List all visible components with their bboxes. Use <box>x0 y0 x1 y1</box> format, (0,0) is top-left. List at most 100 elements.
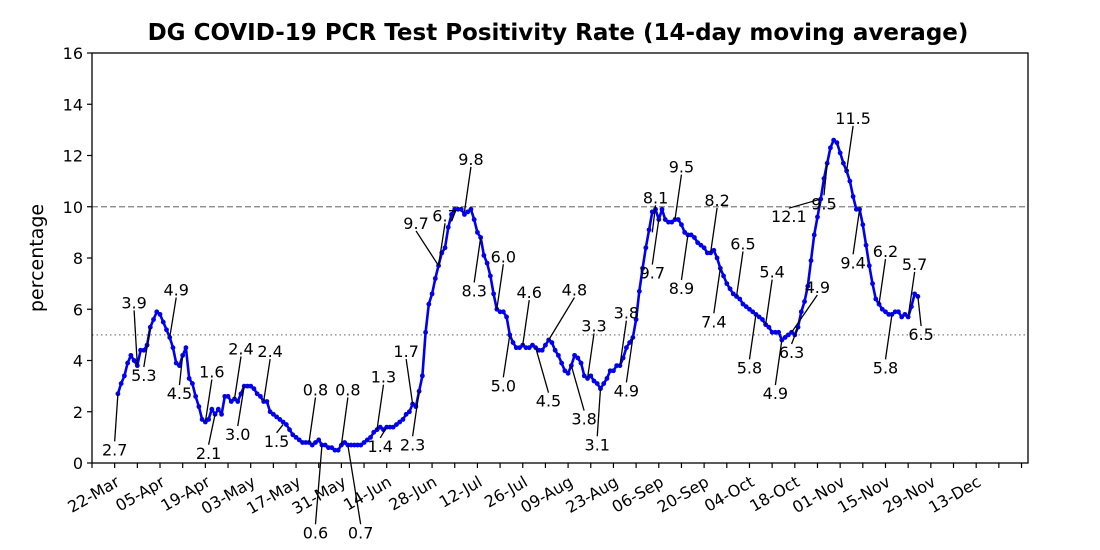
data-point <box>675 217 681 222</box>
annotation-leader-line <box>548 297 575 341</box>
data-point <box>361 440 367 445</box>
y-tick-label: 0 <box>73 454 83 473</box>
annotation-leader-line <box>619 320 628 366</box>
annotation-leader-line <box>765 279 773 325</box>
data-point <box>633 317 639 322</box>
data-point <box>575 355 581 361</box>
data-point <box>896 309 901 315</box>
annotation-leader-line <box>233 356 242 400</box>
annotation-label: 9.4 <box>840 253 865 272</box>
annotation-label: 4.8 <box>562 281 587 300</box>
data-point <box>776 329 782 335</box>
annotation-label: 2.1 <box>196 444 221 463</box>
data-point <box>173 360 179 366</box>
annotation-layer: 2.7 3.9 5.3 4.9 4.5 1.6 2.1 2.4 3.0 2.4 1.5 0.8 0.6 0… <box>102 109 934 542</box>
y-tick-label: 8 <box>73 249 83 268</box>
data-point <box>530 342 535 348</box>
data-point <box>287 427 292 433</box>
data-point <box>125 360 131 366</box>
data-point <box>283 422 289 427</box>
annotation-label: 8.3 <box>461 282 486 301</box>
data-point <box>475 229 480 235</box>
x-axis: 22-Mar05-Apr19-Apr03-May17-May31-May14-J… <box>64 463 1023 518</box>
annotation-label: 7.4 <box>701 312 726 331</box>
annotation-label: 8.2 <box>704 191 729 210</box>
data-point <box>206 417 211 422</box>
data-point <box>426 301 432 307</box>
data-point <box>692 235 697 240</box>
data-point <box>481 253 487 258</box>
annotation-label: 4.5 <box>167 384 192 403</box>
data-point <box>406 409 412 415</box>
data-point <box>403 411 409 417</box>
data-point <box>342 440 348 445</box>
data-point <box>611 368 616 374</box>
y-tick-label: 14 <box>63 95 83 114</box>
data-point <box>711 247 717 253</box>
annotation-label: 1.4 <box>368 437 393 456</box>
data-point <box>215 406 221 412</box>
data-point <box>186 376 192 381</box>
data-point <box>377 424 383 430</box>
annotation-leader-line <box>376 384 385 430</box>
data-point <box>883 309 888 315</box>
data-point <box>743 304 749 310</box>
annotation-leader-line <box>379 426 388 439</box>
annotation-label: 3.8 <box>614 304 639 323</box>
annotation-leader-line <box>774 339 783 386</box>
data-point <box>400 417 406 422</box>
y-tick-label: 16 <box>63 44 83 63</box>
annotation-label: 3.1 <box>585 435 610 454</box>
data-point <box>636 288 642 294</box>
data-point <box>517 345 522 351</box>
annotation-leader-line <box>207 414 216 445</box>
annotation-leader-line <box>748 314 757 360</box>
annotation-leader-line <box>276 424 284 434</box>
x-tick-label: 05-Apr <box>112 472 168 515</box>
data-point <box>679 222 684 228</box>
data-point <box>740 301 746 307</box>
data-point <box>701 245 707 251</box>
data-point <box>193 393 199 399</box>
data-point <box>199 417 205 422</box>
data-point <box>183 345 189 351</box>
data-point <box>840 160 846 166</box>
annotation-label: 4.6 <box>517 283 542 302</box>
data-point <box>643 245 649 251</box>
annotation-leader-line <box>625 337 634 383</box>
annotation-label: 5.8 <box>737 358 762 377</box>
annotation-leader-line <box>735 251 744 297</box>
annotation-leader-line <box>405 358 414 405</box>
data-point <box>876 301 882 307</box>
data-point <box>390 424 396 430</box>
data-point <box>432 276 438 281</box>
data-point <box>721 273 726 279</box>
annotation-leader-line <box>570 365 585 411</box>
data-point <box>419 373 425 379</box>
data-point <box>847 178 853 184</box>
annotation-label: 6.2 <box>873 242 898 261</box>
annotation-leader-line <box>133 310 138 366</box>
data-point <box>828 145 833 151</box>
annotation-label: 1.3 <box>371 368 396 387</box>
annotation-leader-line <box>237 386 245 427</box>
annotation-leader-line <box>917 296 922 327</box>
data-point <box>555 352 561 358</box>
annotation-label: 9.8 <box>458 150 483 169</box>
data-point <box>520 342 526 348</box>
annotation-label: 0.8 <box>335 381 360 400</box>
data-point <box>695 240 701 246</box>
annotation-label: 1.7 <box>393 342 418 361</box>
data-point <box>131 358 137 363</box>
data-point <box>727 286 733 292</box>
annotation-label: 9.7 <box>640 264 665 283</box>
annotation-leader-line <box>169 297 177 338</box>
data-point <box>267 409 273 415</box>
data-point <box>604 376 610 381</box>
data-point <box>640 265 645 271</box>
data-point <box>264 399 270 404</box>
data-point <box>601 381 607 386</box>
data-point <box>766 324 772 330</box>
data-point <box>562 368 568 374</box>
